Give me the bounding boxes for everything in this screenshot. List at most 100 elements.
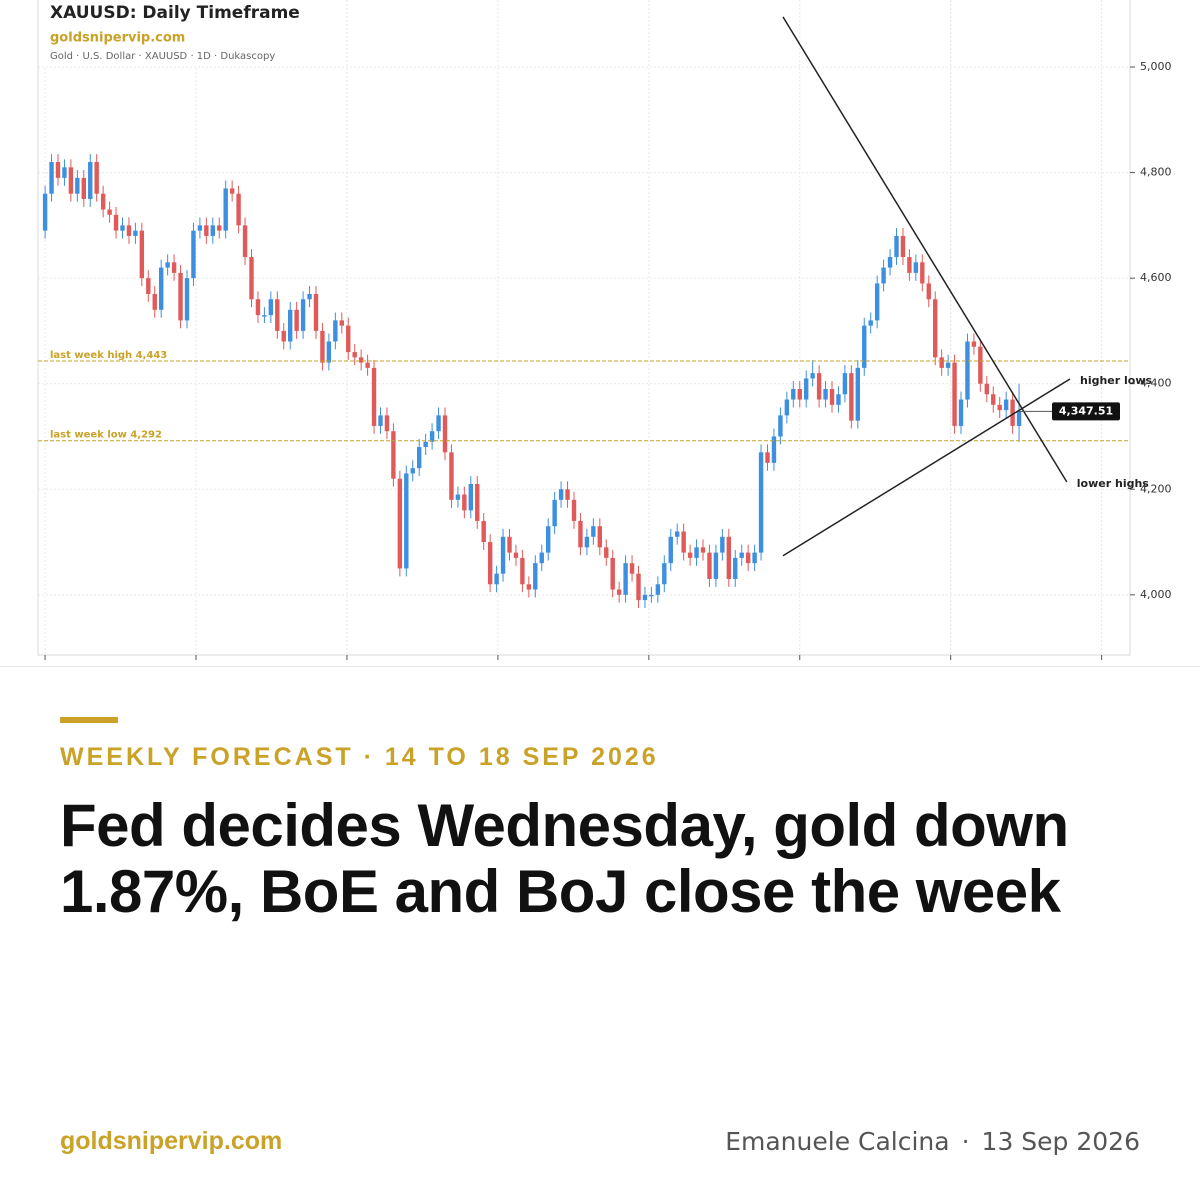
y-tick-label: 4,200 bbox=[1140, 482, 1172, 495]
candle-body bbox=[494, 573, 499, 585]
candle-body bbox=[197, 225, 203, 231]
candle-body bbox=[668, 536, 673, 564]
candle-body bbox=[655, 584, 661, 595]
candle-body bbox=[513, 552, 519, 558]
candle-body bbox=[642, 594, 648, 601]
candle-body bbox=[275, 299, 280, 331]
candle-body bbox=[397, 478, 403, 569]
candle-body bbox=[887, 257, 893, 268]
candle-body bbox=[481, 520, 486, 543]
candle-body bbox=[242, 225, 248, 258]
candle-body bbox=[526, 584, 532, 590]
candle-body bbox=[120, 225, 125, 231]
site-link[interactable]: goldsnipervip.com bbox=[60, 1127, 283, 1155]
candle-body bbox=[404, 473, 409, 569]
candle-body bbox=[926, 283, 931, 300]
candle-body bbox=[358, 357, 364, 363]
candle-body bbox=[436, 415, 441, 432]
candle-body bbox=[610, 557, 615, 590]
level-label: last week high 4,443 bbox=[50, 350, 167, 361]
candle-body bbox=[713, 552, 719, 579]
candle-body bbox=[152, 293, 157, 310]
plot-frame bbox=[37, 0, 1131, 656]
candle-body bbox=[520, 557, 525, 585]
candle-body bbox=[868, 320, 873, 326]
candle-body bbox=[533, 563, 538, 590]
candle-body bbox=[810, 373, 815, 379]
candle-body bbox=[874, 283, 880, 321]
candle-body bbox=[320, 330, 325, 363]
chart: last week high 4,443 last week low 4,292 h… bbox=[37, 0, 1172, 660]
candle-body bbox=[920, 262, 925, 284]
candle-body bbox=[449, 452, 454, 500]
chart-title: XAUUSD: Daily Timeframe bbox=[50, 3, 300, 23]
candle-body bbox=[294, 309, 299, 331]
candle-body bbox=[591, 526, 596, 537]
candle-body bbox=[42, 193, 48, 231]
candle-body bbox=[791, 388, 796, 400]
candle-body bbox=[475, 483, 480, 521]
candle-body bbox=[539, 552, 544, 564]
candle-body bbox=[88, 162, 93, 199]
candle-body bbox=[991, 394, 996, 405]
candle-body bbox=[662, 563, 667, 585]
candle-body bbox=[178, 272, 183, 321]
candle-body bbox=[217, 225, 222, 231]
candle-body bbox=[158, 267, 164, 310]
candle-body bbox=[565, 489, 570, 500]
candle-body bbox=[423, 441, 428, 448]
candle-body bbox=[733, 557, 738, 579]
candle-body bbox=[971, 341, 977, 347]
candle-body bbox=[223, 188, 228, 231]
candle-body bbox=[49, 162, 54, 194]
candle-body bbox=[571, 499, 577, 521]
candle-body bbox=[133, 230, 138, 236]
candle-body bbox=[171, 262, 177, 273]
candle-body bbox=[552, 499, 557, 527]
trendline-label: higher lows bbox=[1080, 374, 1153, 387]
candle-body bbox=[707, 552, 712, 579]
candle-body bbox=[391, 431, 396, 479]
candle-body bbox=[249, 257, 254, 300]
candle-body bbox=[191, 230, 196, 279]
candle-body bbox=[126, 225, 132, 236]
trendline-label: lower highs bbox=[1077, 477, 1150, 490]
candle-body bbox=[778, 415, 783, 437]
candle-body bbox=[978, 346, 983, 384]
candle-body bbox=[146, 278, 151, 294]
candle-body bbox=[346, 325, 351, 353]
candle-body bbox=[604, 547, 609, 558]
candle-body bbox=[442, 415, 448, 453]
candle-body bbox=[268, 299, 274, 316]
candle-body bbox=[694, 547, 699, 558]
candle-body bbox=[629, 563, 635, 574]
candle-body bbox=[287, 309, 293, 342]
accent-bar bbox=[60, 717, 118, 723]
candle-body bbox=[500, 536, 506, 574]
candle-body bbox=[100, 193, 106, 210]
candle-body bbox=[894, 235, 899, 258]
candle-body bbox=[204, 225, 209, 236]
candle-body bbox=[75, 177, 80, 194]
candle-body bbox=[236, 193, 241, 226]
candle-body bbox=[1016, 411, 1022, 426]
candle-body bbox=[546, 526, 551, 553]
candle-body bbox=[68, 167, 74, 194]
candle-body bbox=[326, 341, 332, 363]
candle-body bbox=[352, 352, 357, 358]
candle-body bbox=[881, 267, 886, 284]
candle-body bbox=[739, 552, 744, 558]
candle-body bbox=[771, 436, 777, 463]
candle-body bbox=[81, 177, 86, 199]
y-tick-label: 4,000 bbox=[1140, 588, 1172, 601]
y-tick-label: 4,400 bbox=[1140, 377, 1172, 390]
candle-body bbox=[417, 447, 422, 469]
candle-body bbox=[849, 373, 854, 421]
candle-body bbox=[300, 299, 306, 331]
candle-body bbox=[984, 383, 990, 395]
trendline bbox=[782, 16, 1068, 483]
candle-body bbox=[468, 483, 474, 511]
candle-body bbox=[1003, 399, 1009, 411]
candle-body bbox=[313, 293, 319, 331]
